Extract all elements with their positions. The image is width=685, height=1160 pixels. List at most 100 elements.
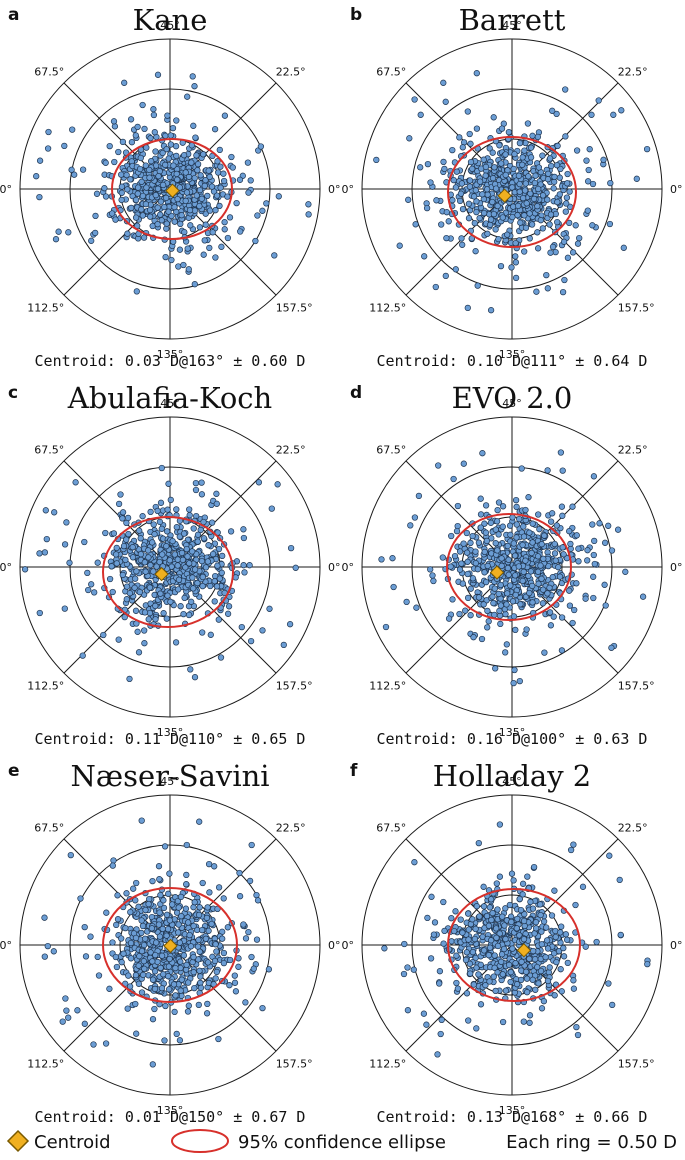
data-point (558, 923, 565, 930)
data-point (505, 961, 513, 969)
data-point (114, 916, 122, 923)
data-point (492, 987, 499, 995)
data-point (517, 219, 524, 226)
data-point (123, 890, 130, 897)
data-point (207, 582, 214, 590)
data-point (420, 1010, 428, 1017)
confidence-ellipse (447, 888, 581, 1002)
data-point (411, 96, 418, 103)
data-point (473, 125, 481, 132)
data-point (608, 547, 616, 554)
data-point (480, 947, 488, 954)
data-point (462, 607, 469, 614)
data-point (226, 214, 234, 221)
data-point (433, 197, 440, 204)
data-point (562, 931, 570, 938)
data-point (469, 948, 477, 956)
data-point (81, 1020, 88, 1027)
angle-label: 0° (328, 561, 341, 574)
data-point (541, 532, 548, 539)
data-point (183, 881, 190, 888)
data-point (79, 652, 86, 659)
data-point (535, 511, 542, 518)
data-point (162, 253, 169, 261)
data-point (209, 550, 217, 558)
data-point (189, 574, 196, 581)
angle-label: 67.5° (376, 443, 406, 456)
data-point (113, 963, 121, 971)
data-point (163, 146, 170, 153)
data-point (231, 972, 238, 979)
data-point (165, 480, 172, 487)
data-point (154, 185, 162, 192)
data-point (570, 977, 577, 984)
data-point (118, 189, 125, 196)
data-point (44, 942, 51, 950)
data-point (188, 598, 195, 605)
data-point (190, 922, 197, 930)
data-point (136, 588, 143, 596)
data-point (118, 959, 125, 966)
data-point (136, 527, 143, 534)
data-point (432, 283, 439, 291)
data-point (459, 929, 466, 936)
data-point (510, 613, 518, 620)
data-point (498, 562, 505, 570)
data-point (188, 159, 195, 166)
data-point (119, 515, 126, 522)
data-point (33, 173, 40, 180)
data-point (511, 552, 519, 559)
data-point (211, 957, 219, 965)
data-point (464, 108, 471, 115)
data-point (133, 879, 140, 887)
data-point (191, 674, 199, 681)
grid-spoke (511, 460, 619, 568)
data-point (141, 627, 148, 634)
data-point (248, 841, 255, 849)
data-point (185, 611, 193, 619)
data-point (484, 624, 491, 631)
data-point (111, 158, 118, 166)
centroid-text: Centroid: 0.10 D@111° ± 0.64 D (377, 352, 648, 370)
data-point (558, 503, 566, 510)
data-point (182, 197, 189, 205)
data-point (495, 235, 502, 243)
data-point (218, 569, 225, 576)
data-point (184, 553, 191, 560)
data-point (132, 607, 140, 614)
data-point (492, 226, 499, 233)
data-point (491, 164, 498, 171)
data-point (487, 896, 495, 903)
data-point (217, 654, 225, 661)
data-point (173, 117, 180, 124)
data-point (459, 144, 466, 151)
data-point (132, 214, 140, 221)
data-point (511, 150, 518, 158)
data-point (589, 222, 596, 229)
data-point (571, 606, 578, 614)
data-point (36, 609, 43, 617)
data-point (475, 594, 483, 601)
data-point (476, 215, 483, 222)
panel-letter: a (8, 5, 19, 25)
data-point (142, 906, 149, 914)
data-point (137, 551, 145, 558)
data-point (507, 531, 514, 538)
data-point (175, 929, 182, 936)
data-point (423, 1021, 430, 1028)
data-point (177, 603, 184, 610)
data-point (473, 1025, 480, 1032)
angle-label: 67.5° (34, 821, 64, 834)
data-point (220, 949, 228, 957)
data-point (600, 156, 607, 163)
data-point (547, 622, 555, 629)
data-point (184, 1008, 192, 1015)
data-point (536, 526, 543, 533)
data-point (226, 982, 233, 989)
data-point (564, 170, 571, 178)
angle-label: 135° (157, 348, 184, 361)
data-point (465, 200, 473, 207)
data-point (510, 165, 517, 173)
data-point (169, 124, 177, 132)
data-point (520, 523, 527, 530)
